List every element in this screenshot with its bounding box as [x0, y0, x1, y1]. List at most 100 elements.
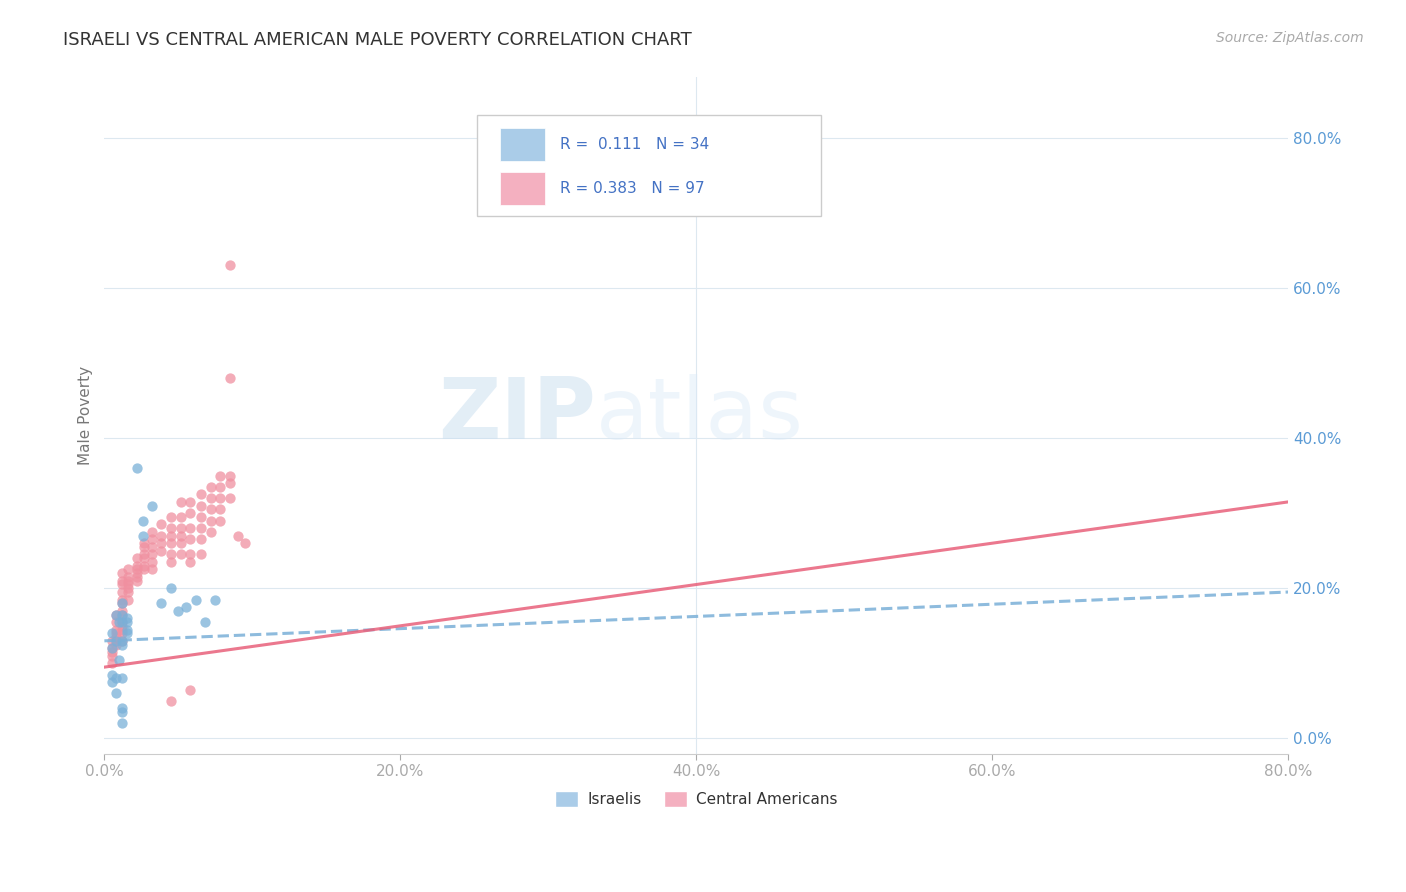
Point	[105, 686, 128, 700]
Point	[233, 536, 256, 550]
Point	[105, 630, 128, 644]
Point	[149, 596, 172, 610]
Point	[101, 657, 124, 671]
Point	[105, 623, 128, 637]
Legend: Israelis, Central Americans: Israelis, Central Americans	[548, 785, 844, 814]
Point	[125, 558, 148, 573]
Point	[111, 566, 134, 581]
Point	[167, 604, 190, 618]
Point	[174, 600, 197, 615]
Point	[219, 491, 242, 505]
Point	[101, 641, 124, 656]
Point	[101, 641, 124, 656]
Point	[226, 529, 249, 543]
Point	[141, 548, 163, 562]
FancyBboxPatch shape	[478, 115, 821, 216]
Point	[115, 615, 138, 629]
Point	[111, 701, 134, 715]
Point	[125, 551, 148, 566]
Text: Source: ZipAtlas.com: Source: ZipAtlas.com	[1216, 31, 1364, 45]
Text: atlas: atlas	[596, 374, 804, 457]
Point	[190, 509, 212, 524]
Point	[134, 536, 156, 550]
Point	[190, 487, 212, 501]
Point	[111, 607, 134, 622]
Point	[105, 633, 128, 648]
Point	[117, 562, 139, 576]
Point	[219, 468, 242, 483]
Point	[208, 468, 231, 483]
Point	[125, 461, 148, 475]
Point	[141, 533, 163, 547]
Point	[111, 577, 134, 591]
Point	[160, 548, 183, 562]
Point	[208, 514, 231, 528]
Point	[190, 548, 212, 562]
Point	[160, 694, 183, 708]
Point	[190, 499, 212, 513]
Point	[132, 529, 155, 543]
Point	[111, 623, 134, 637]
Text: ISRAELI VS CENTRAL AMERICAN MALE POVERTY CORRELATION CHART: ISRAELI VS CENTRAL AMERICAN MALE POVERTY…	[63, 31, 692, 49]
Point	[160, 509, 183, 524]
Point	[111, 633, 134, 648]
Point	[117, 585, 139, 599]
Text: R = 0.383   N = 97: R = 0.383 N = 97	[560, 181, 704, 196]
Point	[200, 480, 222, 494]
Point	[111, 574, 134, 588]
Point	[160, 581, 183, 595]
Point	[105, 615, 128, 629]
Point	[111, 615, 134, 629]
Point	[125, 574, 148, 588]
Y-axis label: Male Poverty: Male Poverty	[79, 366, 93, 465]
Point	[134, 540, 156, 554]
FancyBboxPatch shape	[501, 172, 546, 204]
Point	[115, 611, 138, 625]
Point	[170, 536, 193, 550]
Point	[108, 652, 131, 666]
Point	[170, 529, 193, 543]
Point	[208, 491, 231, 505]
Point	[141, 524, 163, 539]
Point	[101, 633, 124, 648]
Point	[179, 548, 201, 562]
Point	[194, 615, 217, 629]
Point	[105, 626, 128, 640]
Point	[160, 536, 183, 550]
Point	[101, 645, 124, 659]
Point	[111, 585, 134, 599]
Point	[105, 607, 128, 622]
Point	[111, 592, 134, 607]
Point	[134, 562, 156, 576]
Point	[141, 562, 163, 576]
Point	[170, 548, 193, 562]
Point	[200, 524, 222, 539]
Point	[111, 633, 134, 648]
Point	[111, 716, 134, 731]
Point	[117, 574, 139, 588]
Point	[101, 667, 124, 681]
Text: R =  0.111   N = 34: R = 0.111 N = 34	[560, 136, 710, 152]
Point	[186, 592, 208, 607]
Point	[105, 672, 128, 686]
Point	[179, 495, 201, 509]
Point	[111, 619, 134, 633]
Point	[111, 626, 134, 640]
Point	[117, 577, 139, 591]
Point	[134, 558, 156, 573]
Point	[105, 607, 128, 622]
Point	[149, 536, 172, 550]
Point	[101, 648, 124, 663]
Point	[179, 521, 201, 535]
Point	[111, 705, 134, 719]
Point	[115, 626, 138, 640]
Point	[134, 548, 156, 562]
Point	[111, 615, 134, 629]
Point	[111, 607, 134, 622]
Point	[160, 529, 183, 543]
Point	[149, 517, 172, 532]
Point	[117, 570, 139, 584]
Point	[190, 521, 212, 535]
Point	[111, 638, 134, 652]
Point	[179, 506, 201, 520]
